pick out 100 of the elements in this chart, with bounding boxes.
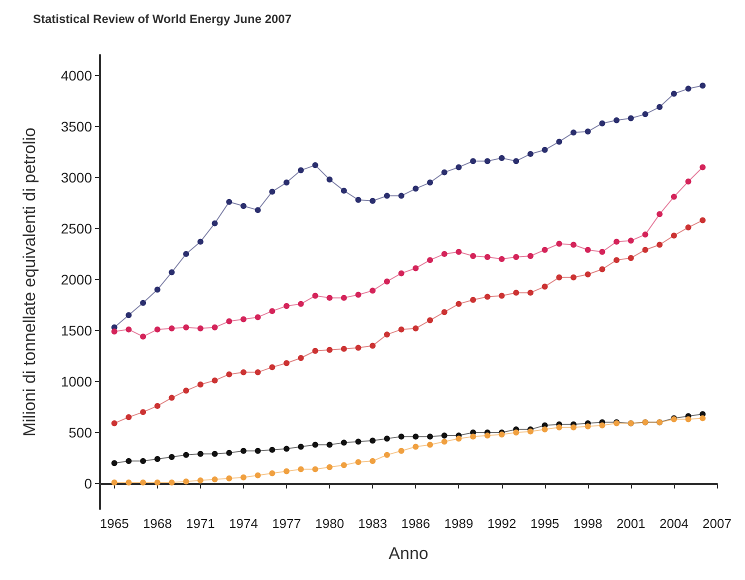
- point: [126, 479, 132, 486]
- point: [599, 120, 606, 126]
- point: [470, 252, 476, 259]
- point: [542, 146, 548, 153]
- y-tick-label: 1500: [60, 322, 92, 338]
- point: [240, 369, 246, 376]
- point: [614, 257, 620, 264]
- point: [269, 364, 276, 370]
- point: [427, 317, 434, 324]
- y-tick-label: 0: [84, 475, 92, 492]
- point: [355, 459, 362, 466]
- point: [183, 324, 190, 330]
- point: [700, 82, 706, 89]
- point: [427, 442, 434, 448]
- point: [441, 169, 448, 176]
- point: [412, 186, 419, 192]
- point: [584, 423, 591, 430]
- point: [670, 90, 677, 97]
- point: [355, 196, 362, 203]
- point: [370, 458, 376, 464]
- point: [140, 334, 146, 340]
- x-tick-label: 1986: [401, 516, 430, 531]
- point: [126, 326, 132, 332]
- point: [670, 194, 677, 200]
- point: [111, 479, 118, 486]
- point: [570, 424, 577, 430]
- point: [140, 479, 146, 486]
- point: [340, 462, 347, 468]
- point: [197, 238, 204, 245]
- point: [284, 360, 290, 366]
- point: [111, 328, 118, 334]
- point: [254, 369, 261, 376]
- point: [628, 255, 634, 262]
- point: [599, 266, 606, 272]
- point: [700, 415, 706, 422]
- point: [326, 442, 333, 448]
- point: [370, 438, 376, 444]
- point: [384, 452, 390, 458]
- point: [628, 238, 634, 244]
- y-axis-title: Milioni di tonnellate equivalenti di petrolio: [20, 127, 39, 437]
- point: [240, 202, 246, 209]
- point: [254, 207, 261, 214]
- point: [384, 436, 390, 442]
- point: [527, 252, 534, 259]
- point: [154, 286, 160, 293]
- x-tick-label: 1971: [186, 516, 215, 531]
- point: [614, 117, 620, 124]
- point: [427, 257, 434, 264]
- point: [298, 355, 304, 362]
- point: [197, 382, 204, 388]
- point: [340, 346, 347, 352]
- x-tick-label: 1998: [573, 516, 602, 531]
- point: [412, 434, 419, 440]
- point: [240, 448, 246, 454]
- point: [326, 176, 333, 182]
- point: [312, 292, 318, 299]
- point: [183, 388, 190, 394]
- point: [412, 325, 419, 332]
- point: [570, 130, 577, 136]
- point: [656, 104, 663, 110]
- point: [527, 150, 534, 157]
- point: [584, 271, 591, 278]
- point: [570, 242, 577, 248]
- point: [441, 250, 448, 257]
- point: [470, 434, 476, 440]
- y-tick-label: 2500: [60, 220, 92, 236]
- point: [700, 217, 706, 224]
- point: [398, 448, 404, 454]
- point: [298, 167, 304, 174]
- point: [197, 477, 204, 484]
- x-tick-label: 1980: [315, 516, 344, 531]
- point: [599, 248, 606, 255]
- point: [456, 300, 462, 307]
- point: [298, 466, 304, 472]
- point: [168, 454, 175, 460]
- point: [226, 450, 232, 456]
- point: [326, 346, 333, 353]
- point: [111, 420, 118, 426]
- point: [456, 248, 462, 255]
- x-tick-label: 1977: [272, 516, 301, 531]
- point: [484, 254, 490, 260]
- point: [412, 265, 419, 272]
- point: [183, 478, 190, 484]
- point: [642, 246, 648, 253]
- point: [670, 232, 677, 239]
- point: [441, 309, 448, 316]
- x-tick-label: 2007: [702, 516, 732, 531]
- point: [355, 292, 362, 298]
- y-tick-label: 3500: [60, 118, 92, 134]
- point: [484, 158, 490, 164]
- point: [556, 240, 562, 247]
- point: [412, 444, 419, 450]
- point: [642, 232, 648, 238]
- point: [312, 466, 318, 472]
- point: [685, 86, 692, 92]
- point: [398, 270, 404, 276]
- point: [542, 284, 548, 290]
- point: [340, 294, 347, 301]
- point: [168, 479, 175, 486]
- point: [398, 326, 404, 332]
